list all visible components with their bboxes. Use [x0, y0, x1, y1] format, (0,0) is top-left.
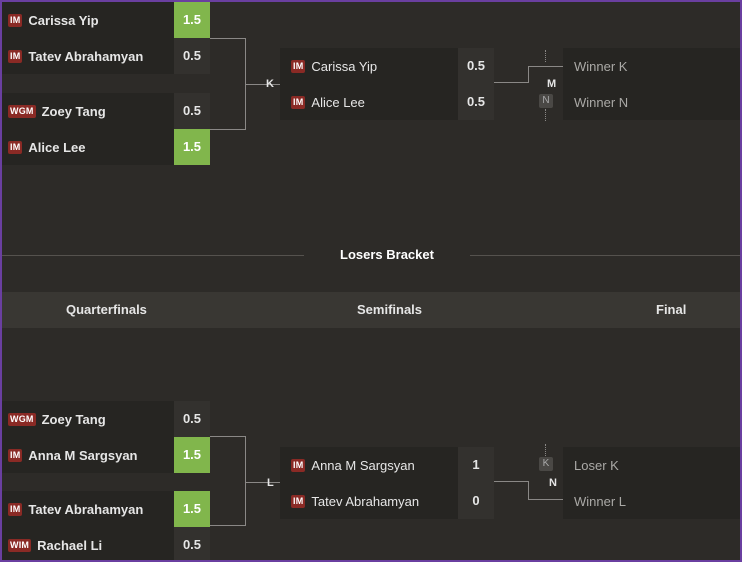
player-name: Tatev Abrahamyan — [311, 493, 420, 509]
connector-line — [210, 525, 246, 526]
title-badge: IM — [291, 59, 306, 73]
title-badge: IM — [8, 502, 23, 516]
player-name: Tatev Abrahamyan — [28, 48, 144, 64]
divider — [2, 255, 304, 256]
divider — [470, 255, 740, 256]
player-row[interactable]: IM Carissa Yip 0.5 — [280, 48, 494, 84]
title-badge: WGM — [8, 412, 36, 426]
player-row[interactable]: IM Anna M Sargsyan 1.5 — [2, 437, 210, 473]
title-badge: IM — [8, 140, 23, 154]
connector-dotted — [545, 109, 547, 121]
connector-line — [494, 481, 528, 482]
score: 1.5 — [174, 2, 210, 38]
score: 1.5 — [174, 437, 210, 473]
upper-qf-match-1[interactable]: IM Carissa Yip 1.5 IM Tatev Abrahamyan 0… — [2, 2, 210, 74]
score: 0.5 — [174, 38, 210, 74]
losers-qf-match-2[interactable]: IM Tatev Abrahamyan 1.5 WIM Rachael Li 0… — [2, 491, 210, 560]
match-label: N — [549, 477, 557, 489]
connector-line — [210, 436, 246, 437]
connector-line — [528, 481, 529, 500]
player-row[interactable]: Winner N — [563, 84, 740, 120]
connector-line — [210, 129, 246, 130]
score: 0.5 — [174, 401, 210, 437]
connector-line — [528, 499, 564, 500]
player-name: Zoey Tang — [41, 411, 106, 427]
player-row[interactable]: Winner L — [563, 483, 740, 519]
round-name-semifinals: Semifinals — [357, 302, 423, 317]
score: 1 — [458, 447, 494, 483]
title-badge: IM — [8, 13, 23, 27]
title-badge: WGM — [8, 104, 36, 118]
connector-line — [245, 38, 246, 130]
score: 0.5 — [458, 48, 494, 84]
score: 0.5 — [174, 93, 210, 129]
connector-line — [494, 82, 528, 83]
connector-line — [210, 38, 246, 39]
player-row[interactable]: IM Tatev Abrahamyan 1.5 — [2, 491, 210, 527]
score: 1.5 — [174, 129, 210, 165]
score: 0.5 — [174, 527, 210, 560]
connector-line — [528, 66, 564, 67]
player-row[interactable]: Loser K — [563, 447, 740, 483]
placeholder-name: Winner K — [574, 58, 628, 74]
player-name: Carissa Yip — [311, 58, 378, 74]
player-name: Alice Lee — [28, 139, 86, 155]
connector-dotted — [545, 444, 547, 456]
player-name: Anna M Sargsyan — [28, 447, 138, 463]
upper-qf-match-2[interactable]: WGM Zoey Tang 0.5 IM Alice Lee 1.5 — [2, 93, 210, 165]
connector-line — [528, 66, 529, 83]
score: 1.5 — [174, 491, 210, 527]
player-row[interactable]: IM Tatev Abrahamyan 0 — [280, 483, 494, 519]
connector-line — [246, 84, 280, 85]
player-row[interactable]: IM Carissa Yip 1.5 — [2, 2, 210, 38]
player-name: Tatev Abrahamyan — [28, 501, 144, 517]
upper-sf-match[interactable]: IM Carissa Yip 0.5 IM Alice Lee 0.5 — [280, 48, 494, 120]
round-name-quarterfinals: Quarterfinals — [66, 302, 147, 317]
title-badge: IM — [291, 458, 306, 472]
connector-line — [246, 482, 280, 483]
round-header-bar: Quarterfinals Semifinals Final — [2, 292, 740, 328]
player-name: Rachael Li — [37, 537, 103, 553]
player-name: Carissa Yip — [28, 12, 99, 28]
player-row[interactable]: WIM Rachael Li 0.5 — [2, 527, 210, 560]
losers-sf-match[interactable]: IM Anna M Sargsyan 1 IM Tatev Abrahamyan… — [280, 447, 494, 519]
title-badge: IM — [8, 448, 23, 462]
title-badge: IM — [8, 49, 23, 63]
title-badge: IM — [291, 494, 306, 508]
player-name: Zoey Tang — [41, 103, 106, 119]
player-row[interactable]: IM Tatev Abrahamyan 0.5 — [2, 38, 210, 74]
placeholder-name: Loser K — [574, 457, 619, 473]
source-match-badge: K — [539, 457, 553, 471]
source-match-badge: N — [539, 94, 553, 108]
score: 0.5 — [458, 84, 494, 120]
section-title: Losers Bracket — [340, 247, 434, 262]
match-label: L — [267, 477, 274, 489]
connector-line — [245, 436, 246, 526]
player-row[interactable]: IM Alice Lee 1.5 — [2, 129, 210, 165]
match-label: M — [547, 78, 557, 90]
losers-qf-match-1[interactable]: WGM Zoey Tang 0.5 IM Anna M Sargsyan 1.5 — [2, 401, 210, 473]
match-label: K — [266, 78, 274, 90]
player-name: Anna M Sargsyan — [311, 457, 415, 473]
player-row[interactable]: Winner K — [563, 48, 740, 84]
score: 0 — [458, 483, 494, 519]
player-row[interactable]: WGM Zoey Tang 0.5 — [2, 93, 210, 129]
player-name: Alice Lee — [311, 94, 365, 110]
losers-final-match[interactable]: Loser K Winner L — [563, 447, 740, 519]
round-name-final: Final — [656, 302, 687, 317]
placeholder-name: Winner L — [574, 493, 627, 509]
placeholder-name: Winner N — [574, 94, 629, 110]
connector-dotted — [545, 50, 547, 62]
title-badge: WIM — [8, 538, 32, 552]
upper-final-match[interactable]: Winner K Winner N — [563, 48, 740, 120]
player-row[interactable]: IM Anna M Sargsyan 1 — [280, 447, 494, 483]
player-row[interactable]: IM Alice Lee 0.5 — [280, 84, 494, 120]
player-row[interactable]: WGM Zoey Tang 0.5 — [2, 401, 210, 437]
title-badge: IM — [291, 95, 306, 109]
